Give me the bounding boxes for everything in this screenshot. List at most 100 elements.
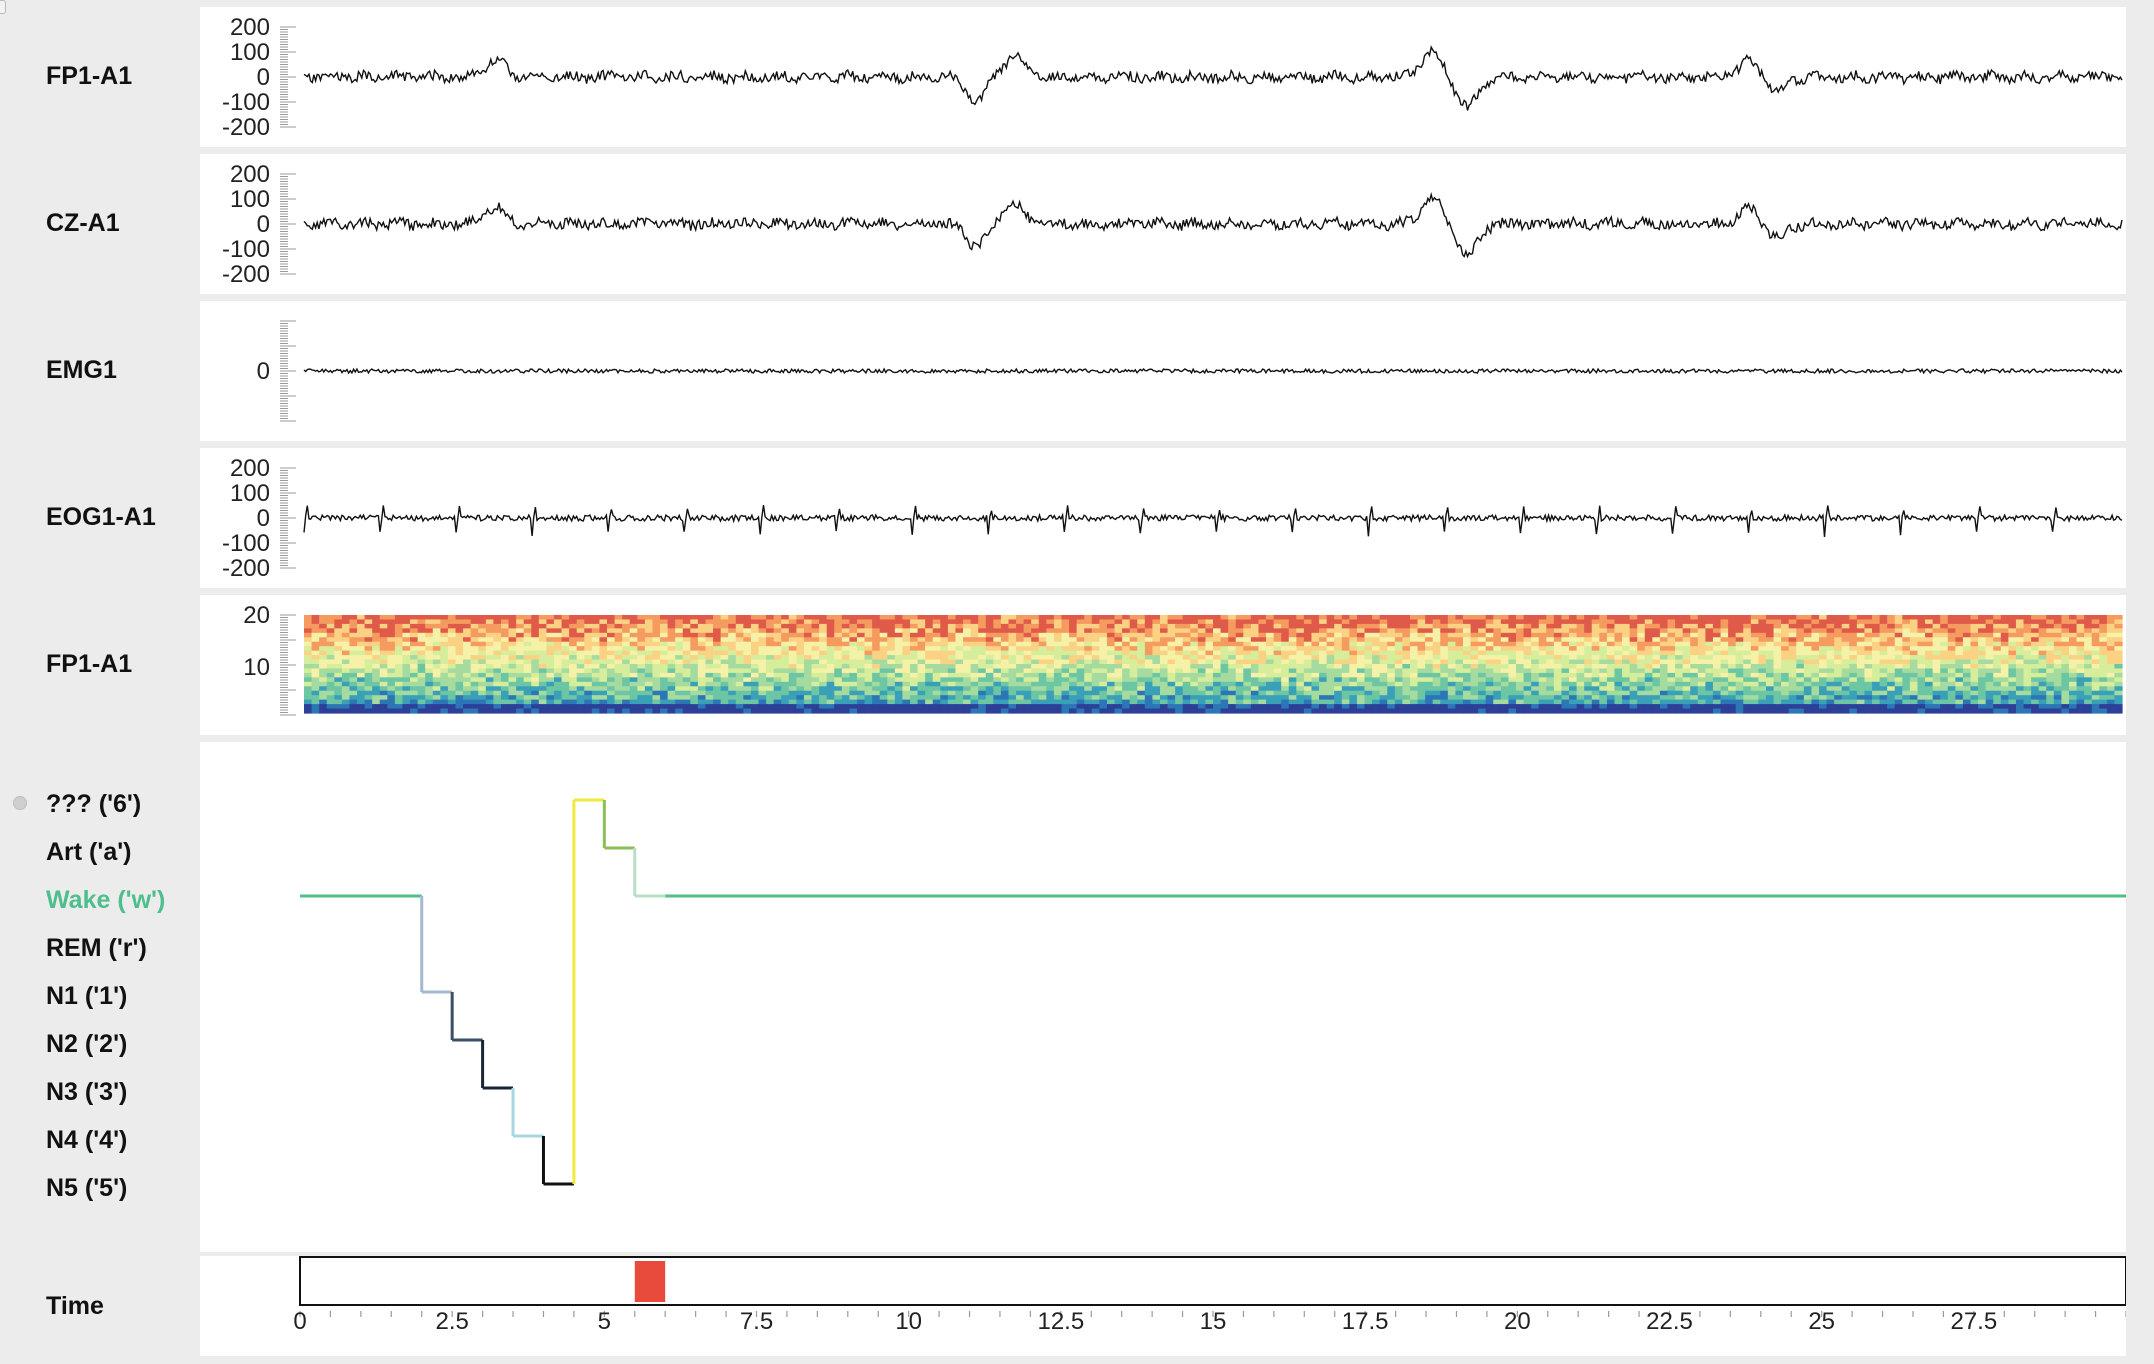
spectrogram-cell [713,641,722,647]
spectrogram-cell [713,646,722,652]
spectrogram-cell [940,659,949,665]
spectrogram-cell [1485,619,1494,625]
spectrogram-cell [1031,659,1040,665]
spectrogram-cell [1629,650,1638,656]
spectrogram-cell [1281,646,1290,652]
spectrogram-cell [1379,615,1388,621]
spectrogram-cell [1379,668,1388,674]
spectrogram-cell [629,641,638,647]
spectrogram-cell [470,699,479,705]
spectrogram-cell [834,686,843,692]
spectrogram-cell [1819,632,1828,638]
spectrogram-cell [1629,699,1638,705]
spectrogram-cell [372,677,381,683]
spectrogram-cell [925,650,934,656]
spectrogram-cell [667,677,676,683]
spectrogram-cell [326,699,335,705]
spectrogram-cell [379,677,388,683]
spectrogram-cell [1849,681,1858,687]
spectrogram-cell [493,650,502,656]
spectrogram-cell [1781,668,1790,674]
spectrogram-cell [1349,695,1358,701]
spectrogram-cell [902,672,911,678]
spectrogram-cell [485,659,494,665]
spectrogram-cell [1175,686,1184,692]
spectrogram-cell [1417,659,1426,665]
spectrogram-cell [2031,641,2040,647]
spectrogram-cell [1516,615,1525,621]
spectrogram-cell [1614,690,1623,696]
spectrogram-cell [750,632,760,638]
spectrogram-cell [773,690,782,696]
spectrogram-cell [1061,664,1070,670]
spectrogram-cell [1213,615,1222,621]
spectrogram-cell [2046,632,2055,638]
spectrogram-cell [932,695,941,701]
spectrogram-cell [538,681,547,687]
spectrogram-cell [1735,632,1744,638]
spectrogram-cell [1152,686,1161,692]
spectrogram-cell [925,641,934,647]
spectrogram-cell [1356,686,1366,692]
spectrogram-cell [1394,672,1403,678]
spectrogram-cell [311,664,320,670]
spectrogram-cell [1334,655,1343,661]
spectrogram-cell [470,637,479,643]
spectrogram-cell [2015,628,2025,634]
spectrogram-cell [1902,686,1911,692]
spectrogram-cell [1894,668,1903,674]
spectrogram-cell [485,619,494,625]
spectrogram-cell [811,646,820,652]
spectrogram-cell [637,646,646,652]
spectrogram-cell [508,686,517,692]
spectrogram-cell [432,641,441,647]
spectrogram-cell [1478,681,1487,687]
spectrogram-cell [410,681,419,687]
spectrogram-cell [2091,695,2100,701]
spectrogram-cell [1720,681,1729,687]
spectrogram-cell [841,664,850,670]
spectrogram-cell [902,681,911,687]
spectrogram-cell [1781,650,1790,656]
spectrogram-cell [1940,623,1949,629]
spectrogram-cell [1940,668,1949,674]
spectrogram-cell [637,632,646,638]
spectrogram-cell [1682,655,1691,661]
spectrogram-cell [584,677,593,683]
spectrogram-cell [766,655,775,661]
spectrogram-cell [1841,632,1850,638]
spectrogram-cell [1417,686,1426,692]
spectrogram-cell [402,699,411,705]
spectrogram-cell [1811,681,1820,687]
spectrogram-cell [1478,686,1487,692]
spectrogram-cell [1470,664,1479,670]
spectrogram-cell [1606,664,1616,670]
spectrogram-cell [652,619,661,625]
spectrogram-cell [917,650,926,656]
spectrogram-cell [1205,646,1214,652]
y-tick-label: 200 [230,14,270,41]
spectrogram-cell [1349,632,1358,638]
spectrogram-cell [410,619,419,625]
spectrogram-cell [2046,677,2055,683]
spectrogram-cell [2038,690,2047,696]
spectrogram-cell [1720,619,1729,625]
spectrogram-cell [622,619,631,625]
spectrogram-cell [925,672,934,678]
spectrogram-cell [1819,615,1828,621]
spectrogram-cell [599,628,608,634]
spectrogram-cell [781,664,790,670]
spectrogram-cell [1402,655,1411,661]
spectrogram-cell [622,628,631,634]
spectrogram-cell [508,628,517,634]
spectrogram-cell [1834,619,1843,625]
spectrogram-cell [2015,641,2025,647]
spectrogram-cell [319,681,328,687]
spectrogram-cell [349,632,358,638]
spectrogram-cell [1606,695,1616,701]
spectrogram-cell [1993,690,2002,696]
spectrogram-cell [1591,619,1600,625]
spectrogram-cell [1409,655,1419,661]
spectrogram-cell [894,686,904,692]
spectrogram-cell [1326,681,1335,687]
